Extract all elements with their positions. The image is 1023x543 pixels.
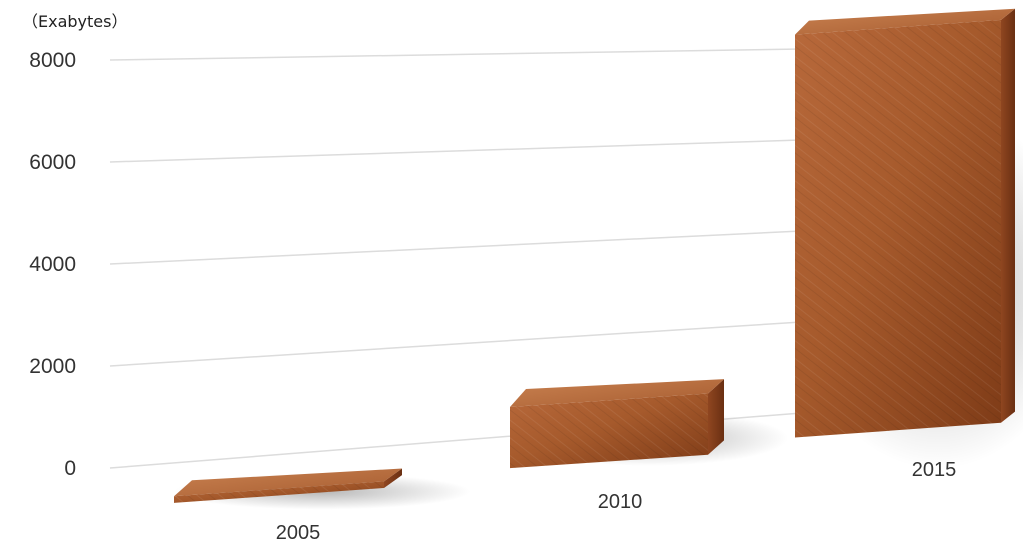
bar-top-face — [174, 468, 402, 497]
y-axis-unit-label: （Exabytes） — [22, 12, 128, 31]
bar-top-face — [795, 8, 1015, 35]
x-axis-categories: 2005 2010 2015 — [276, 459, 957, 543]
y-tick-label-4000: 4000 — [29, 253, 76, 276]
bar-2015 — [795, 8, 1023, 469]
bar-front-grain — [795, 19, 1001, 438]
bar-side-face — [1001, 8, 1015, 423]
bar-2010 — [509, 379, 789, 469]
y-tick-label-2000: 2000 — [29, 355, 76, 378]
bar-top-face — [510, 379, 724, 407]
x-category-label-2005: 2005 — [276, 522, 321, 543]
bar-front-grain — [174, 481, 384, 503]
y-tick-label-6000: 6000 — [29, 151, 76, 174]
y-tick-label-8000: 8000 — [29, 49, 76, 72]
bars — [174, 8, 1023, 510]
bar-side-face — [384, 468, 402, 488]
x-category-label-2015: 2015 — [912, 459, 957, 481]
bar-side-face — [708, 379, 724, 455]
y-tick-label-0: 0 — [64, 457, 76, 480]
x-category-label-2010: 2010 — [598, 491, 643, 513]
bar-2005 — [174, 468, 471, 510]
bar-front-grain — [510, 393, 708, 469]
y-axis-ticks: 0 2000 4000 6000 8000 — [29, 49, 76, 480]
